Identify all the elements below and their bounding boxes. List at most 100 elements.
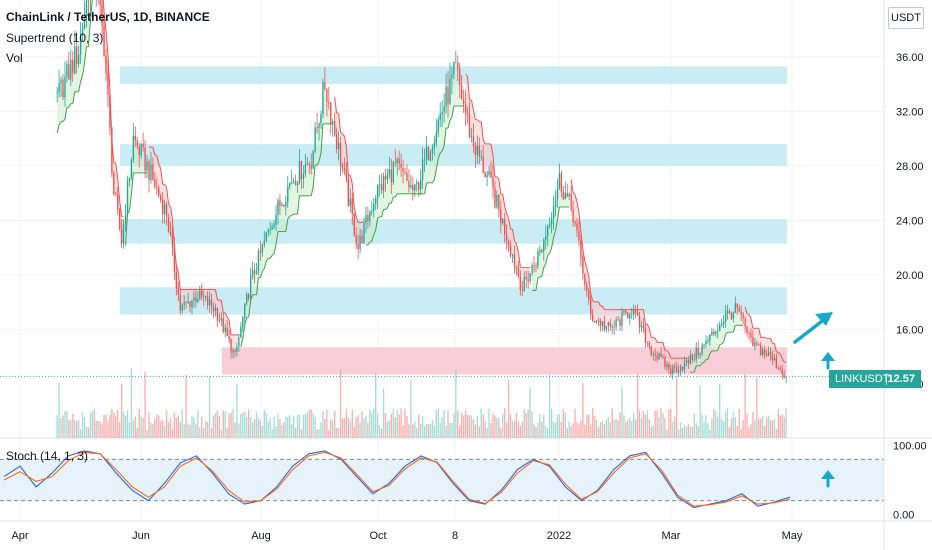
volume-bar xyxy=(369,409,371,438)
volume-bar xyxy=(531,411,533,438)
volume-bar xyxy=(400,408,402,438)
volume-bar xyxy=(275,426,277,438)
volume-bar xyxy=(85,426,88,438)
candle-body xyxy=(599,320,602,326)
supertrend-segment xyxy=(353,206,357,217)
volume-bar xyxy=(650,427,652,438)
volume-bar xyxy=(132,420,135,438)
volume-bar xyxy=(494,415,496,438)
supertrend-legend[interactable]: Supertrend (10, 3) xyxy=(6,31,104,45)
candle-body xyxy=(369,211,371,222)
supertrend-segment xyxy=(480,121,484,140)
candle-body xyxy=(322,81,324,115)
candle-body xyxy=(734,303,737,313)
candle-body xyxy=(756,342,758,345)
volume-bar xyxy=(580,420,582,438)
candle-body xyxy=(502,218,504,224)
supertrend-segment xyxy=(154,154,157,156)
volume-bar xyxy=(462,415,465,438)
supertrend-area xyxy=(156,155,159,196)
volume-bar xyxy=(285,416,287,438)
volume-bar xyxy=(77,419,80,438)
volume-bar xyxy=(408,424,410,438)
volume-bar xyxy=(562,408,565,438)
candle-body xyxy=(234,350,236,352)
supertrend-segment xyxy=(173,247,177,266)
candle-body xyxy=(412,184,414,191)
supertrend-area xyxy=(616,309,619,320)
candle-body xyxy=(529,273,531,282)
volume-bar xyxy=(537,423,539,438)
arrow-up-right-shaft xyxy=(793,316,828,344)
volume-bar xyxy=(670,408,672,438)
candle-body xyxy=(443,106,445,112)
supertrend-area xyxy=(324,88,327,124)
supertrend-segment xyxy=(255,277,259,295)
candle-body xyxy=(541,249,543,252)
supertrend-area xyxy=(489,143,492,178)
supertrend-segment xyxy=(152,146,156,155)
volume-bar xyxy=(292,416,295,438)
supertrend-area xyxy=(307,163,310,196)
candle-body xyxy=(175,272,178,289)
candle-body xyxy=(453,62,455,75)
volume-bar xyxy=(167,422,170,438)
volume-bar xyxy=(187,423,189,438)
supertrend-segment xyxy=(345,146,349,176)
volume-bar xyxy=(70,419,72,438)
volume-bar xyxy=(232,408,234,438)
candle-body xyxy=(333,121,336,135)
candle-body xyxy=(715,331,717,334)
volume-bar xyxy=(363,418,365,438)
supertrend-segment xyxy=(435,158,439,170)
supertrend-segment xyxy=(107,54,111,90)
volume-bar xyxy=(767,415,770,438)
volume-bar xyxy=(99,421,101,438)
volume-bar xyxy=(492,413,494,438)
supertrend-segment xyxy=(89,0,93,22)
volume-bar xyxy=(359,422,361,438)
volume-bar xyxy=(476,415,479,438)
supertrend-segment xyxy=(748,313,752,319)
volume-bar xyxy=(513,421,516,438)
supertrend-segment xyxy=(244,317,248,326)
time-tick-label: Apr xyxy=(11,530,28,542)
volume-bar xyxy=(365,416,367,438)
currency-button[interactable]: USDT xyxy=(888,7,924,29)
volume-bar xyxy=(533,424,535,438)
stoch-legend[interactable]: Stoch (14, 1, 3) xyxy=(6,449,89,463)
supertrend-area xyxy=(405,172,407,194)
volume-bar xyxy=(730,418,733,438)
candle-body xyxy=(681,366,684,370)
volume-bar xyxy=(290,424,293,438)
supertrend-segment xyxy=(744,306,748,314)
candle-body xyxy=(341,166,344,169)
supertrend-area xyxy=(704,340,707,363)
volume-bar xyxy=(60,418,62,438)
volume-bar xyxy=(355,417,357,438)
volume-legend[interactable]: Vol xyxy=(6,51,23,65)
volume-bar xyxy=(199,427,201,438)
volume-bar xyxy=(685,426,688,438)
supertrend-segment xyxy=(349,175,353,184)
candle-body xyxy=(638,315,641,328)
candle-body xyxy=(132,135,135,160)
volume-bar xyxy=(523,408,525,438)
price-tick-label: 20.00 xyxy=(896,270,924,282)
last-price-value: 12.57 xyxy=(887,373,915,385)
supertrend-area xyxy=(213,289,216,311)
supertrend-segment xyxy=(514,240,517,244)
volume-bar xyxy=(339,368,342,438)
time-axis[interactable]: Apr Jun Aug Oct 8 2022 Mar May xyxy=(11,530,802,542)
supertrend-segment xyxy=(119,200,123,217)
volume-bar xyxy=(732,411,735,438)
supertrend-area xyxy=(657,342,660,360)
candle-body xyxy=(181,304,183,311)
volume-bar xyxy=(713,409,715,438)
volume-bar xyxy=(687,423,690,438)
stoch-tick-label: 0.00 xyxy=(893,509,914,521)
candle-body xyxy=(298,161,301,183)
supertrend-segment xyxy=(498,178,502,195)
volume-bar xyxy=(539,414,541,438)
price-axis[interactable]: 12.0016.0020.0024.0028.0032.0036.000.001… xyxy=(893,52,927,522)
